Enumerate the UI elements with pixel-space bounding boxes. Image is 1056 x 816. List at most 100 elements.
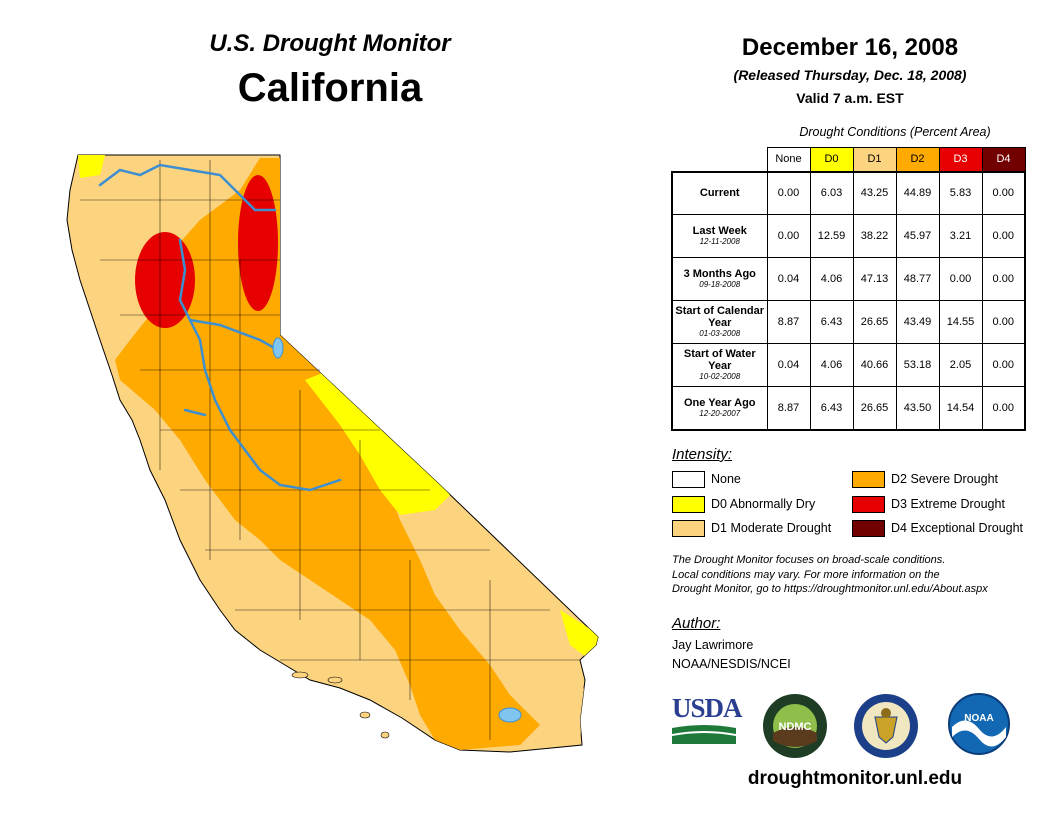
valid-time: Valid 7 a.m. EST — [796, 90, 904, 106]
table-cell: 6.03 — [809, 170, 854, 215]
legend-label: D4 Exceptional Drought — [891, 521, 1024, 535]
table-row: Last Week 12-11-2008 0.00 12.59 38.22 45.… — [671, 214, 1026, 258]
row-date: 01-03-2008 — [699, 329, 741, 338]
table-cell: 3.21 — [938, 214, 983, 258]
table-cell: 0.00 — [981, 214, 1026, 258]
table-cell: 4.06 — [809, 257, 854, 301]
website-url[interactable]: droughtmonitor.unl.edu — [747, 768, 963, 789]
table-cell: 0.00 — [981, 170, 1026, 215]
legend-item-none: None — [672, 470, 741, 488]
table-cell: 53.18 — [895, 343, 940, 387]
map-date: December 16, 2008 — [741, 34, 959, 61]
table-corner — [672, 148, 767, 172]
salton-sea — [498, 707, 522, 723]
table-cell: 0.00 — [981, 257, 1026, 301]
row-label: Start of Water Year — [683, 348, 756, 372]
author-heading: Author: — [672, 615, 721, 632]
row-label: Last Week — [692, 225, 747, 237]
d0-northwest-tip — [78, 155, 105, 178]
col-none: None — [766, 147, 811, 172]
row-date: 09-18-2008 — [699, 280, 741, 289]
legend-item-d1: D1 Moderate Drought — [672, 519, 831, 537]
lake-tahoe — [272, 337, 284, 359]
d3-region-west — [135, 232, 195, 328]
usda-logo-text: USDA — [672, 693, 743, 723]
row-label: Start of Calendar Year — [675, 305, 765, 329]
table-cell: 6.43 — [809, 300, 854, 344]
ndmc-logo-text: NDMC — [779, 721, 812, 733]
noaa-logo: NOAA — [948, 693, 1010, 760]
legend-item-d4: D4 Exceptional Drought — [852, 519, 1023, 537]
drought-conditions-table: None D0 D1 D2 D3 D4 Current 0.00 6.03 43… — [671, 147, 1026, 431]
table-cell: 6.43 — [809, 386, 854, 431]
legend-item-d0: D0 Abnormally Dry — [672, 495, 815, 513]
table-cell: 0.00 — [981, 300, 1026, 344]
table-cell: 0.00 — [981, 386, 1026, 431]
table-cell: 40.66 — [852, 343, 897, 387]
legend-label: None — [711, 472, 741, 486]
table-header-row: None D0 D1 D2 D3 D4 — [672, 147, 1026, 172]
legend-swatch — [672, 495, 705, 513]
table-row: Start of Water Year 10-02-2008 0.04 4.06 … — [671, 343, 1026, 387]
table-cell: 8.87 — [766, 386, 811, 431]
table-row: One Year Ago 12-20-2007 8.87 6.43 26.65 4… — [671, 386, 1026, 431]
legend-item-d3: D3 Extreme Drought — [852, 495, 1005, 513]
table-row: 3 Months Ago 09-18-2008 0.04 4.06 47.13 4… — [671, 257, 1026, 301]
table-cell: 12.59 — [809, 214, 854, 258]
table-cell: 5.83 — [938, 170, 983, 215]
legend-label: D3 Extreme Drought — [891, 497, 1005, 511]
table-cell: 43.49 — [895, 300, 940, 344]
table-cell: 47.13 — [852, 257, 897, 301]
table-cell: 0.00 — [938, 257, 983, 301]
table-row: Current 0.00 6.03 43.25 44.89 5.83 0.00 — [671, 170, 1026, 215]
table-cell: 8.87 — [766, 300, 811, 344]
table-cell: 0.00 — [981, 343, 1026, 387]
row-date: 12-20-2007 — [699, 408, 741, 418]
table-cell: 43.25 — [852, 170, 897, 215]
note-line: Drought Monitor, go to https://droughtmo… — [672, 583, 988, 595]
table-cell: 4.06 — [809, 343, 854, 387]
row-date: 12-11-2008 — [699, 237, 740, 246]
table-cell: 0.04 — [766, 343, 811, 387]
table-cell: 14.55 — [938, 300, 983, 344]
table-row: Start of Calendar Year 01-03-2008 8.87 6.… — [671, 300, 1026, 344]
col-d1: D1 — [852, 147, 897, 172]
legend-swatch — [852, 519, 885, 537]
row-label: 3 Months Ago — [683, 268, 756, 280]
d3-region-northeast — [238, 175, 278, 311]
table-cell: 14.54 — [938, 386, 983, 431]
table-cell: 0.00 — [766, 214, 811, 258]
legend-swatch — [672, 519, 705, 537]
table-cell: 26.65 — [852, 300, 897, 344]
legend-swatch — [852, 495, 885, 513]
col-d3: D3 — [938, 147, 983, 172]
legend-swatch — [672, 470, 705, 488]
col-d4: D4 — [981, 147, 1026, 172]
note-line: The Drought Monitor focuses on broad-sca… — [672, 554, 946, 566]
release-date: (Released Thursday, Dec. 18, 2008) — [733, 67, 967, 83]
row-label: Current — [699, 187, 740, 200]
row-label: One Year Ago — [683, 396, 756, 409]
table-cell: 48.77 — [895, 257, 940, 301]
legend-label: D0 Abnormally Dry — [711, 497, 816, 511]
table-cell: 38.22 — [852, 214, 897, 258]
col-d0: D0 — [809, 147, 854, 172]
table-cell: 0.04 — [766, 257, 811, 301]
ndmc-logo: NDMC — [762, 693, 828, 764]
table-cell: 0.00 — [766, 170, 811, 215]
california-drought-map — [40, 140, 620, 780]
legend-label: D1 Moderate Drought — [711, 521, 832, 535]
d0-region — [305, 370, 450, 515]
row-date: 10-02-2008 — [699, 372, 741, 381]
table-cell: 44.89 — [895, 170, 940, 215]
col-d2: D2 — [895, 147, 940, 172]
doc-seal-logo — [853, 693, 919, 764]
legend-item-d2: D2 Severe Drought — [852, 470, 998, 488]
table-caption: Drought Conditions (Percent Area) — [799, 125, 991, 139]
state-name: California — [237, 66, 423, 110]
legend-title: Intensity: — [672, 446, 733, 463]
d0-southeast-tip — [560, 610, 598, 660]
noaa-logo-text: NOAA — [964, 713, 993, 724]
legend-swatch — [852, 470, 885, 488]
author-name: Jay Lawrimore — [672, 638, 754, 652]
